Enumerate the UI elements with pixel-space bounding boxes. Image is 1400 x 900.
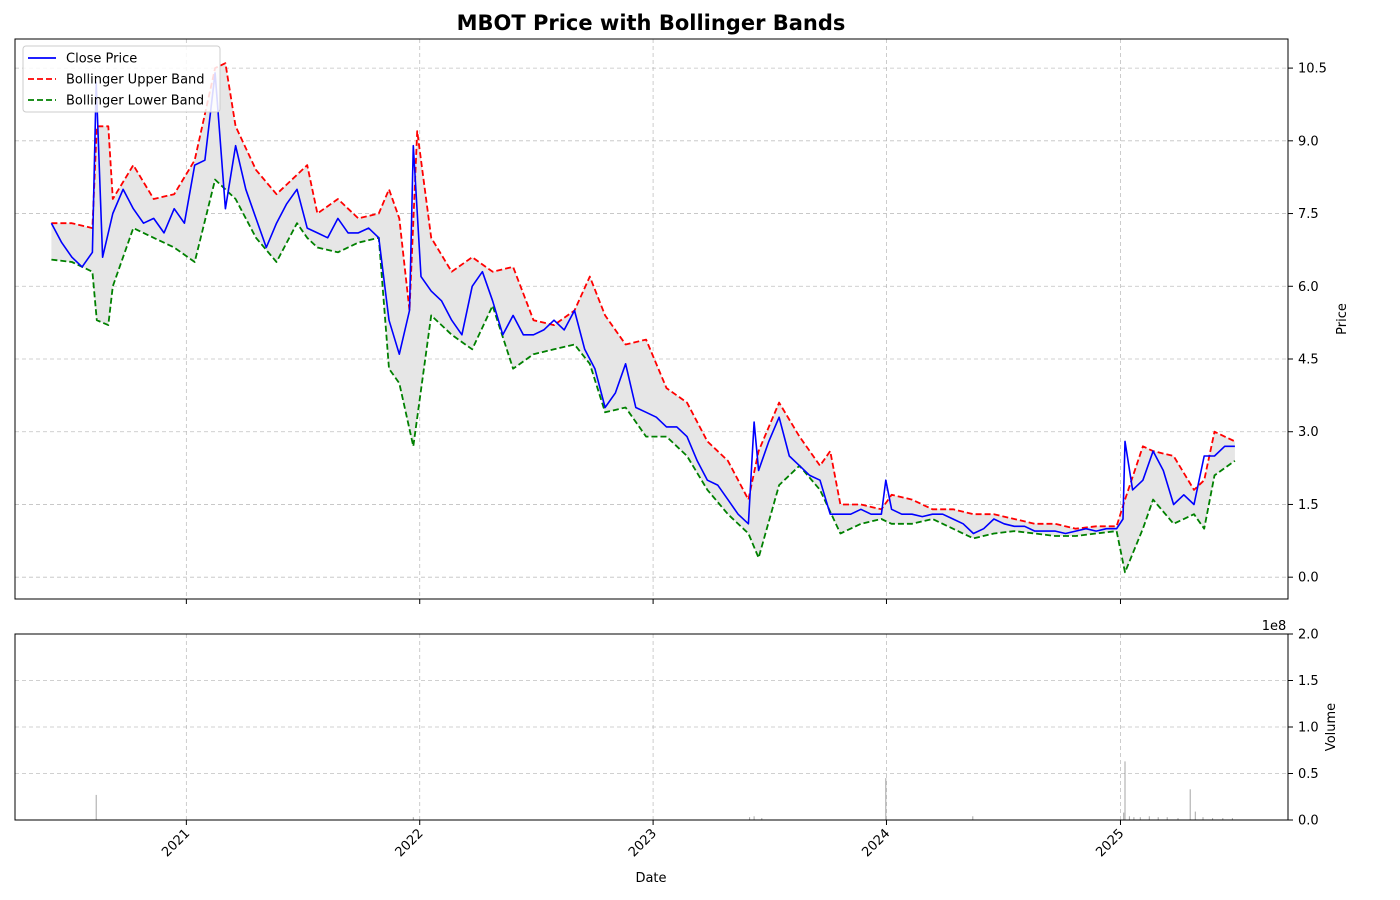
volume-y-tick-label: 1.5 (1298, 674, 1319, 689)
price-y-tick-label: 3.0 (1298, 425, 1319, 440)
volume-y-axis-label: Volume (1324, 703, 1339, 751)
price-y-ticks: 0.0 1.5 3.0 4.5 6.0 7.5 9.0 10.5 (1288, 62, 1327, 586)
price-plot-frame (14, 38, 1289, 600)
volume-x-tick-label: 2023 (626, 826, 660, 860)
close-price-line (50, 72, 1235, 535)
volume-x-tick-label: 2021 (159, 826, 193, 860)
volume-bar (1157, 817, 1159, 820)
price-y-tick-label: 0.0 (1298, 571, 1319, 586)
volume-bar (1194, 811, 1196, 820)
price-y-tick-label: 6.0 (1298, 280, 1319, 295)
volume-y-tick-label: 2.0 (1298, 628, 1319, 643)
volume-bar (95, 794, 97, 820)
volume-bar (885, 778, 887, 820)
volume-bar (761, 818, 763, 820)
volume-bar (1128, 816, 1130, 820)
volume-y-ticks: 0.0 0.5 1.0 1.5 2.0 (1288, 628, 1319, 829)
legend: Close Price Bollinger Upper Band Bollinger… (22, 45, 221, 113)
volume-bar (1166, 817, 1168, 820)
volume-y-tick-label: 0.0 (1298, 814, 1319, 829)
volume-x-tick-label: 2022 (393, 826, 427, 860)
price-panel: 0.0 1.5 3.0 4.5 6.0 7.5 9.0 10.5 Price Close Pr… (14, 38, 1350, 604)
volume-bar (749, 817, 751, 820)
bollinger-band-fill (51, 63, 1235, 573)
bollinger-lower-band-line (51, 178, 1236, 574)
price-y-tick-label: 7.5 (1298, 207, 1319, 222)
volume-bar (1212, 818, 1214, 820)
volume-bar (1189, 789, 1191, 820)
volume-bar (1222, 818, 1224, 820)
price-y-tick-label: 10.5 (1298, 62, 1327, 77)
chart-title: MBOT Price with Bollinger Bands (457, 11, 846, 35)
volume-y-tick-label: 1.0 (1298, 721, 1319, 736)
volume-bar (1124, 761, 1126, 820)
volume-y-tick-label: 0.5 (1298, 767, 1319, 782)
price-y-tick-label: 4.5 (1298, 353, 1319, 368)
volume-bar (412, 817, 414, 820)
legend-entry: Close Price (66, 52, 137, 67)
volume-offset-label: 1e8 (1262, 619, 1287, 634)
price-y-tick-label: 1.5 (1298, 498, 1319, 513)
legend-entry: Bollinger Lower Band (66, 94, 204, 109)
volume-bars (95, 761, 1233, 820)
legend-entry: Bollinger Upper Band (66, 73, 205, 88)
price-series (50, 62, 1236, 574)
bollinger-upper-band-line (51, 62, 1236, 530)
volume-bar (1123, 812, 1125, 820)
volume-x-axis-label: Date (635, 871, 666, 886)
price-y-axis-label: Price (1335, 303, 1350, 335)
legend-box (22, 45, 221, 113)
price-x-ticks (185, 599, 1121, 604)
volume-x-tick-label: 2025 (1093, 826, 1127, 860)
volume-bar (972, 816, 974, 820)
volume-bar (1133, 817, 1135, 820)
volume-bar (1139, 817, 1141, 820)
volume-bar (1231, 818, 1233, 820)
volume-x-tick-label: 2024 (859, 826, 893, 860)
volume-x-ticks: 2021 2022 2023 2024 2025 (159, 820, 1127, 860)
price-y-tick-label: 9.0 (1298, 134, 1319, 149)
volume-bar (1148, 816, 1150, 820)
volume-grid (15, 633, 1288, 821)
volume-bar (1202, 817, 1204, 820)
volume-panel: 0.0 0.5 1.0 1.5 2.0 2021 2022 2023 2024 2025 1e8… (14, 619, 1339, 886)
volume-bar (753, 816, 755, 820)
volume-bar (1177, 818, 1179, 820)
